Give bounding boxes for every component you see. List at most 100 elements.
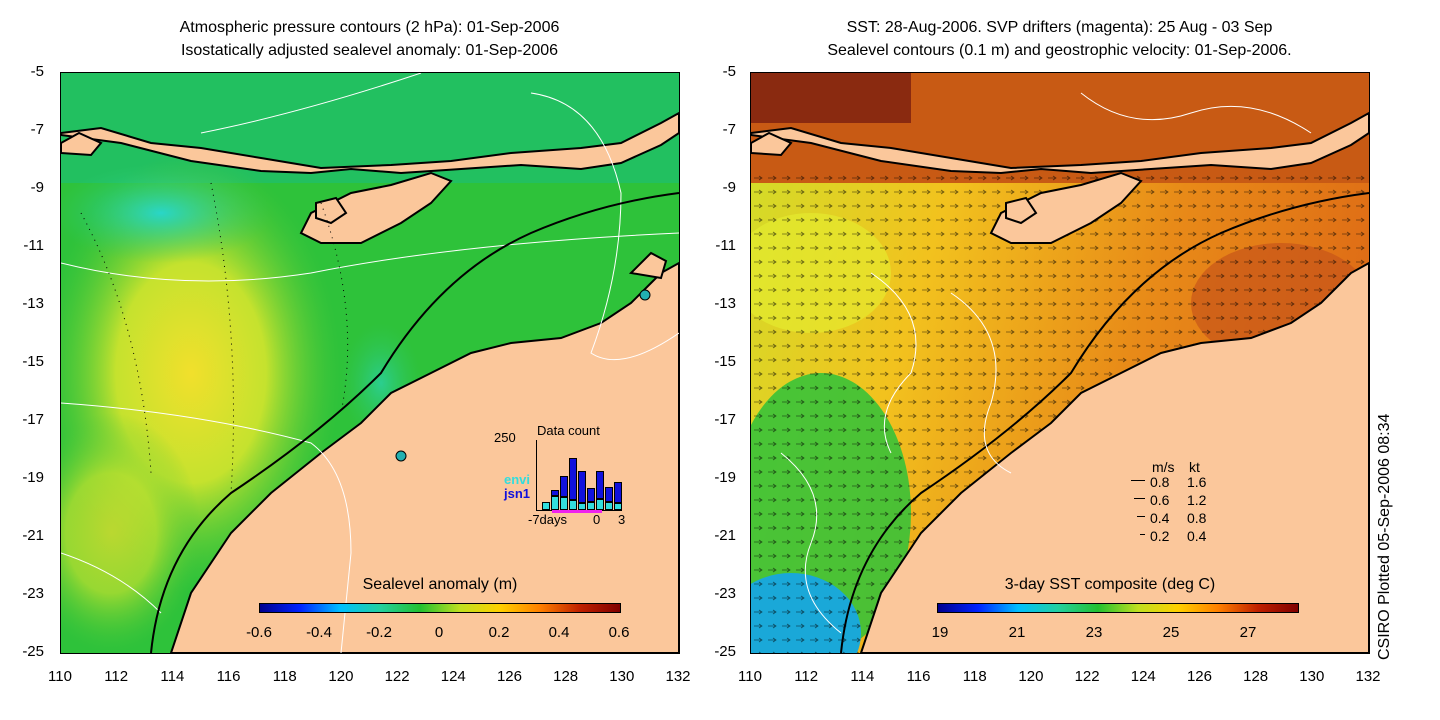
y-axis-label: -5 — [722, 63, 736, 80]
velocity-legend-kt: 1.2 — [1187, 492, 1207, 508]
y-axis-label: -17 — [714, 411, 736, 428]
velocity-legend-kt: 1.6 — [1187, 474, 1207, 490]
data-count-max: 250 — [494, 430, 516, 445]
sst-colorbar-tick: 19 — [931, 624, 949, 641]
inset-bar-jsn1 — [578, 471, 586, 503]
velocity-legend-ms: 0.6 — [1150, 492, 1170, 508]
x-axis-label: 112 — [794, 668, 819, 685]
sealevel-anomaly-map — [60, 72, 680, 654]
drifter-days-bar — [552, 510, 602, 513]
velocity-legend-kt-header: kt — [1189, 459, 1200, 475]
x-axis-label: 130 — [609, 668, 635, 685]
x-axis-label: 110 — [738, 668, 762, 685]
velocity-arrow-icon — [1137, 516, 1145, 517]
inset-bar-jsn1 — [569, 458, 577, 500]
sst-colorbar-tick: 23 — [1085, 624, 1103, 641]
inset-y-axis — [536, 440, 537, 510]
inset-bar-jsn1 — [560, 476, 568, 497]
inset-bar-jsn1 — [605, 487, 613, 502]
y-axis-label: -13 — [22, 295, 44, 312]
x-axis-label: 122 — [1074, 668, 1100, 685]
y-axis-label: -25 — [22, 643, 44, 660]
velocity-arrow-icon — [1134, 498, 1145, 499]
y-axis-label: -19 — [22, 469, 44, 486]
sst-colorbar — [937, 603, 1299, 613]
velocity-legend-ms: 0.8 — [1150, 474, 1170, 490]
velocity-legend-ms: 0.2 — [1150, 528, 1170, 544]
sst-map-svg — [751, 73, 1369, 653]
inset-bar-jsn1 — [614, 482, 622, 503]
inset-bar-envi — [605, 502, 613, 510]
x-axis-label: 122 — [384, 668, 410, 685]
y-axis-label: -23 — [22, 585, 44, 602]
y-axis-label: -17 — [22, 411, 44, 428]
x-axis-label: 126 — [496, 668, 522, 685]
velocity-legend-kt: 0.4 — [1187, 528, 1207, 544]
y-axis-label: -5 — [30, 63, 44, 80]
x-axis-label: 126 — [1186, 668, 1212, 685]
velocity-legend-ms: 0.4 — [1150, 510, 1170, 526]
y-axis-label: -19 — [714, 469, 736, 486]
x-axis-label: 120 — [1018, 668, 1044, 685]
y-axis-label: -7 — [30, 121, 44, 138]
x-axis-label: 112 — [104, 668, 129, 685]
y-axis-label: -21 — [714, 527, 736, 544]
inset-xlabel-zero: 0 — [593, 512, 601, 527]
y-axis-label: -23 — [714, 585, 736, 602]
y-axis-label: -9 — [722, 179, 736, 196]
left-title-line2: Isostatically adjusted sealevel anomaly:… — [180, 42, 559, 59]
y-axis-label: -25 — [714, 643, 736, 660]
x-axis-label: 120 — [328, 668, 354, 685]
sst-map — [750, 72, 1370, 654]
y-axis-label: -13 — [714, 295, 736, 312]
inset-bar-jsn1 — [596, 471, 604, 499]
right-title-line1: SST: 28-Aug-2006. SVP drifters (magenta)… — [846, 19, 1273, 36]
inset-bar-envi — [551, 496, 559, 510]
x-axis-label: 124 — [440, 668, 466, 685]
inset-legend-envi: envi — [504, 472, 531, 487]
inset-bar-envi — [614, 503, 622, 510]
y-axis-label: -15 — [714, 353, 736, 370]
velocity-legend-ms-header: m/s — [1152, 459, 1175, 475]
csiro-plot-caption: CSIRO Plotted 05-Sep-2006 08:34 — [1376, 413, 1393, 660]
velocity-arrow-icon — [1140, 534, 1145, 535]
inset-bar-envi — [569, 500, 577, 510]
inset-bar-envi — [596, 499, 604, 510]
data-count-title: Data count — [537, 423, 600, 438]
sealevel-colorbar-tick: 0.2 — [488, 624, 510, 641]
sst-colorbar-tick: 25 — [1162, 624, 1180, 641]
velocity-legend-kt: 0.8 — [1187, 510, 1207, 526]
sealevel-map-svg — [61, 73, 679, 653]
x-axis-label: 132 — [665, 668, 691, 685]
x-axis-label: 118 — [962, 668, 987, 685]
velocity-arrow-icon — [1131, 480, 1145, 481]
x-axis-label: 114 — [850, 668, 875, 685]
x-axis-label: 116 — [906, 668, 931, 685]
x-axis-label: 118 — [272, 668, 297, 685]
inset-bar-envi — [578, 503, 586, 510]
x-axis-label: 128 — [1243, 668, 1269, 685]
inset-bar-jsn1 — [551, 490, 559, 496]
inset-xlabel-end: 3 — [618, 512, 626, 527]
inset-legend-jsn1: jsn1 — [504, 486, 531, 501]
sst-colorbar-tick: 27 — [1239, 624, 1257, 641]
sealevel-colorbar-tick: 0.4 — [548, 624, 570, 641]
right-colorbar-title: 3-day SST composite (deg C) — [1004, 576, 1216, 593]
inset-bar-envi — [587, 502, 595, 510]
sealevel-colorbar-tick: 0.6 — [608, 624, 630, 641]
x-axis-label: 128 — [553, 668, 579, 685]
y-axis-label: -11 — [23, 237, 44, 254]
right-title-line2: Sealevel contours (0.1 m) and geostrophi… — [827, 42, 1292, 59]
inset-bar-envi — [542, 502, 550, 510]
y-axis-label: -9 — [30, 179, 44, 196]
y-axis-label: -21 — [22, 527, 44, 544]
sst-colorbar-tick: 21 — [1008, 624, 1026, 641]
sealevel-colorbar — [259, 603, 621, 613]
left-title-line1: Atmospheric pressure contours (2 hPa): 0… — [179, 19, 560, 36]
y-axis-label: -11 — [715, 237, 736, 254]
inset-xlabel-start: -7days — [528, 512, 568, 527]
y-axis-label: -7 — [722, 121, 736, 138]
x-axis-label: 130 — [1299, 668, 1325, 685]
sealevel-colorbar-tick: -0.2 — [366, 624, 392, 641]
x-axis-label: 132 — [1355, 668, 1381, 685]
